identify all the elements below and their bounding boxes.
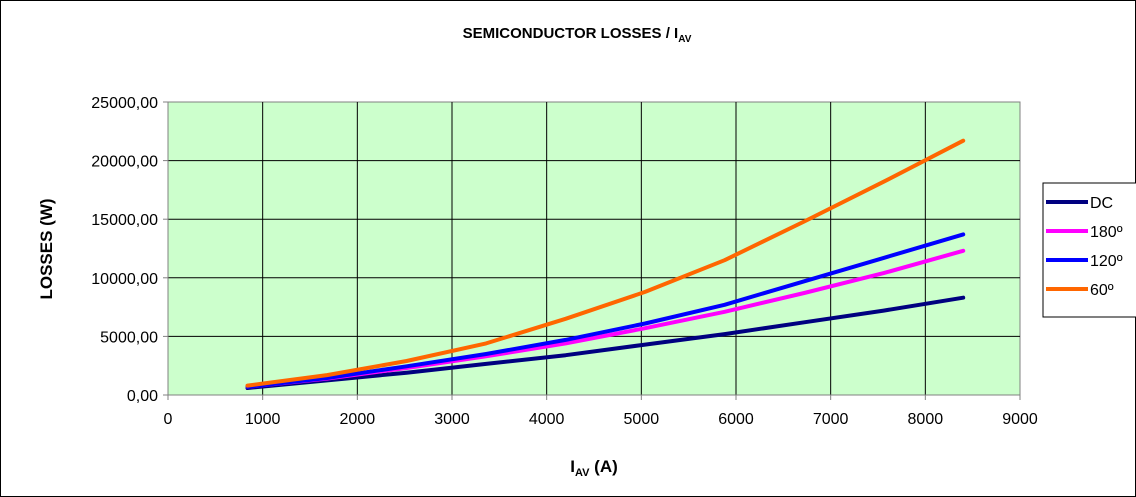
x-tick-label: 7000 xyxy=(813,411,849,428)
x-axis-title-unit: (A) xyxy=(589,457,617,476)
y-tick-label: 0,00 xyxy=(127,388,158,405)
x-tick-label: 9000 xyxy=(1002,411,1038,428)
legend-label: 60º xyxy=(1090,282,1114,299)
x-tick-label: 8000 xyxy=(908,411,944,428)
legend-label: 120º xyxy=(1090,253,1123,270)
legend-label: DC xyxy=(1090,195,1113,212)
x-axis-title-subscript: AV xyxy=(575,467,590,479)
y-tick-label: 10000,00 xyxy=(91,271,158,288)
gridlines xyxy=(167,102,1020,396)
y-axis-title: LOSSES (W) xyxy=(37,198,56,299)
x-tick-label: 1000 xyxy=(245,411,281,428)
series-lines xyxy=(245,138,966,390)
x-tick-label: 4000 xyxy=(529,411,565,428)
x-axis-title-main: I xyxy=(570,457,575,476)
legend-label: 180º xyxy=(1090,224,1123,241)
y-tick-label: 20000,00 xyxy=(91,154,158,171)
y-axis-ticks: 0,00 5000,00 10000,00 15000,00 20000,00 25000… xyxy=(91,95,168,405)
x-tick-label: 5000 xyxy=(624,411,660,428)
y-tick-label: 25000,00 xyxy=(91,95,158,112)
legend-box xyxy=(1042,182,1136,318)
series-line-4 xyxy=(245,138,966,388)
legend-items: DC 180º 120º 60º xyxy=(1046,195,1123,299)
y-tick-label: 5000,00 xyxy=(100,329,158,346)
chart-title-subscript: AV xyxy=(678,34,691,45)
legend: DC 180º 120º 60º xyxy=(1042,182,1136,318)
series-line-3 xyxy=(245,232,966,389)
y-tick-label: 15000,00 xyxy=(91,212,158,229)
plot-area xyxy=(167,101,1021,396)
x-axis-ticks: 0 1000 2000 3000 4000 5000 6000 7000 8000 9000 xyxy=(164,395,1038,428)
x-tick-label: 3000 xyxy=(434,411,470,428)
x-tick-label: 2000 xyxy=(340,411,376,428)
x-tick-label: 6000 xyxy=(718,411,754,428)
x-axis-title: IAV (A) xyxy=(570,457,618,479)
series-line-1 xyxy=(245,295,966,390)
x-tick-label: 0 xyxy=(164,411,173,428)
chart-title-main: SEMICONDUCTOR LOSSES / I xyxy=(463,25,679,42)
chart-title: SEMICONDUCTOR LOSSES / IAV xyxy=(463,25,692,45)
